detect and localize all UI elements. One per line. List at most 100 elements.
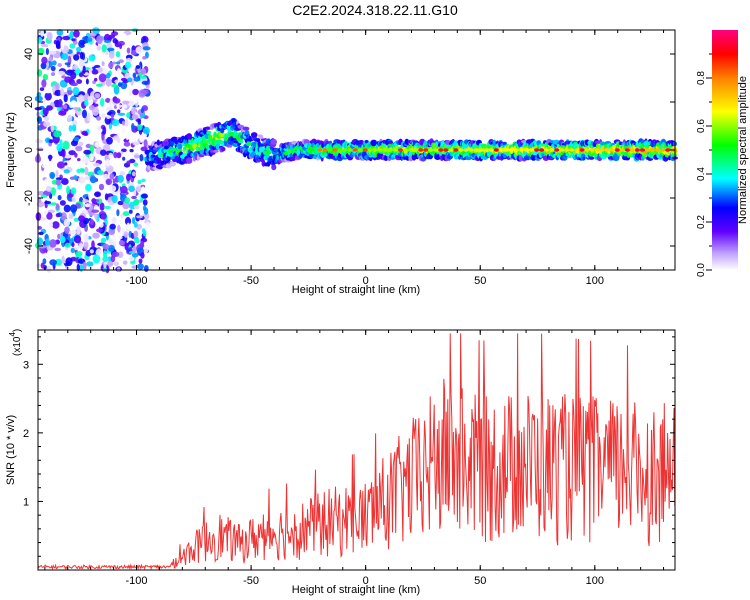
spectrogram-cell [614,148,620,152]
spectrogram-cell [498,148,504,152]
spectrogram-cell [64,62,71,66]
x-tick-label: -100 [126,275,148,287]
spectrogram-cell [43,116,50,121]
spectrogram-cell [524,148,529,152]
spectrogram-cell [117,174,124,183]
spectrogram-cell [64,226,70,234]
spectrogram-cell [423,148,429,152]
spectrogram-panel: -100 -50 0 50 100 -40 -20 0 20 40 Height of strai… [5,27,679,296]
spectrogram-cell [88,55,95,62]
spectrogram-cell [89,176,97,184]
spectrogram-cell [488,148,494,152]
spectrogram-cell [519,148,524,152]
spectrogram-cell [141,133,148,137]
spectrogram-cell [404,138,410,145]
spectrogram-cell [138,258,143,264]
spectrogram-cell [48,221,54,229]
spectrogram-cell [63,154,72,159]
spectrogram-cell [134,198,140,206]
spectrogram-cell [118,240,125,246]
spectrogram-cell [37,191,45,196]
spectrogram-cell [342,148,348,152]
spectrogram-cell [132,72,137,79]
spectrogram-cell [127,77,133,83]
spectrogram-cell [89,144,95,154]
spectrogram-cell [63,169,70,174]
spectrogram-cell [78,72,84,77]
spectrogram-cell [122,156,126,161]
spectrogram-cell [124,217,132,226]
spectrogram-cell [108,50,115,59]
spectrogram-cell [73,29,80,38]
x-tick-label: 50 [474,575,486,587]
spectrogram-cell [83,209,88,214]
spectrogram-cell [55,179,62,186]
spectrogram-cell [48,50,57,55]
spectrogram-cell [117,112,126,116]
spectrogram-cell [116,61,121,65]
spectrogram-cell [443,148,449,152]
spectrogram-cell [91,240,95,250]
spectrogram-cell [87,112,91,122]
spectrogram-cell [49,171,56,179]
spectrogram-cell [248,135,252,142]
spectrogram-cell [63,218,70,227]
spectrogram-cell [111,234,116,243]
spectrogram-cell [105,265,110,274]
spectrogram-cell [122,260,128,265]
spectrogram-cell [49,239,57,248]
spectrogram-cell [108,122,113,130]
spectrogram-cell [55,40,61,49]
spectrogram-cell [97,67,103,73]
spectrogram-cell [140,146,148,152]
spectrogram-cell [85,183,92,192]
spectrogram-cell [117,200,124,206]
spectrogram-cell [50,72,56,76]
spectrogram-cell [41,79,47,88]
spectrogram-cell [156,139,160,146]
spectrogram-cell [40,62,47,70]
spectrogram-cell [109,185,117,192]
spectrogram-cell [103,205,112,210]
spectrogram-cell [129,158,136,164]
spectrogram-cell [89,249,94,254]
spectrogram-cell [34,95,43,102]
spectrogram-cell [387,148,393,152]
spectrogram-cell [94,64,101,69]
spectrogram-cell [68,213,74,220]
spectrogram-cell [50,125,55,133]
spectrogram-cell [133,154,142,158]
spectrogram-cell [49,259,57,266]
spectrogram-cell [76,79,83,84]
spectrogram-cell [107,244,115,252]
spectrogram-cell [76,263,81,272]
spectrogram-cell [55,170,59,177]
spectrogram-cell [106,47,115,52]
x-tick-label: 50 [474,275,486,287]
colorbar-label: Normalized spectral amplitude [737,76,749,224]
spectrogram-cell [101,61,105,66]
spectrogram-cell [141,80,149,85]
spectrogram-cell [645,148,650,152]
x-tick-label: 100 [586,275,604,287]
colorbar-tick-label: 0.2 [696,215,707,229]
spectrogram-cell [126,47,131,54]
spectrogram-cell [559,148,565,152]
spectrogram-cell [582,156,586,160]
snr-xlabel: Height of straight line (km) [292,584,420,596]
spectrogram-cell [166,155,171,163]
spectrogram-cell [57,233,61,240]
spectrogram-cell [91,69,99,75]
spectrogram-cell [118,125,126,129]
spectrogram-cell [493,148,499,152]
spectrogram-cell [116,152,122,159]
spectrogram-cell [101,132,105,142]
spectrogram-cell [54,247,62,252]
spectrogram-cell [169,161,177,167]
spectrogram-cell [137,179,142,185]
spectrogram-cell [83,149,92,155]
spectrogram-cell [428,148,434,152]
spectrogram-cell [55,177,63,181]
spectrogram-cell [413,148,419,152]
